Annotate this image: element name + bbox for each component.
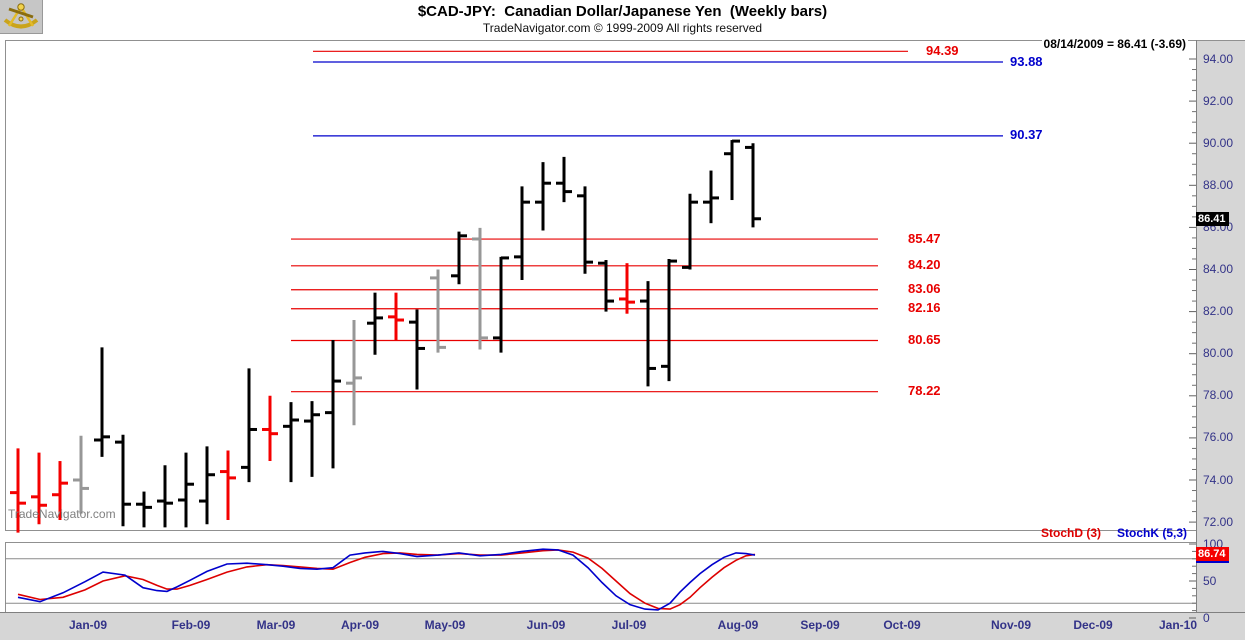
watermark: TradeNavigator.com bbox=[8, 507, 116, 521]
level-label: 78.22 bbox=[908, 383, 941, 399]
sextant-logo bbox=[0, 0, 43, 34]
stoch-tick-label: 50 bbox=[1203, 573, 1217, 588]
price-tick-label: 82.00 bbox=[1203, 304, 1234, 319]
level-label: 80.65 bbox=[908, 332, 941, 348]
price-tick-label: 72.00 bbox=[1203, 514, 1234, 529]
last-price-marker: 86.41 bbox=[1196, 211, 1229, 226]
month-label: Feb-09 bbox=[171, 618, 211, 632]
price-tick-label: 94.00 bbox=[1203, 51, 1234, 66]
price-axis-gutter bbox=[1196, 40, 1245, 612]
level-label: 94.39 bbox=[926, 42, 959, 58]
month-label: Apr-09 bbox=[340, 618, 379, 632]
level-label: 93.88 bbox=[1010, 53, 1043, 69]
legend-stochk: StochK (5,3) bbox=[1116, 526, 1187, 540]
month-label: Oct-09 bbox=[883, 618, 921, 632]
month-label: Jan-09 bbox=[68, 618, 108, 632]
price-tick-label: 84.00 bbox=[1203, 262, 1234, 276]
month-label: Aug-09 bbox=[717, 618, 759, 632]
level-label: 85.47 bbox=[908, 230, 941, 246]
stoch-value-marker: 86.74 bbox=[1196, 546, 1229, 563]
month-label: Nov-09 bbox=[990, 618, 1031, 632]
level-label: 90.37 bbox=[1010, 127, 1043, 143]
level-label: 84.20 bbox=[908, 257, 941, 273]
chart-title: $CAD-JPY: Canadian Dollar/Japanese Yen (… bbox=[417, 3, 828, 20]
time-axis-strip bbox=[0, 612, 1245, 640]
price-tick-label: 90.00 bbox=[1203, 135, 1234, 150]
level-label: 83.06 bbox=[908, 281, 941, 297]
chart-subtitle: TradeNavigator.com © 1999-2009 All right… bbox=[482, 21, 763, 35]
price-tick-label: 76.00 bbox=[1203, 430, 1234, 445]
price-tick-label: 80.00 bbox=[1203, 346, 1234, 361]
month-label: Sep-09 bbox=[800, 618, 840, 632]
month-label: Jan-10 bbox=[1158, 618, 1198, 632]
price-tick-label: 88.00 bbox=[1203, 177, 1234, 192]
month-label: Dec-09 bbox=[1073, 618, 1113, 632]
month-label: May-09 bbox=[424, 618, 466, 632]
price-tick-label: 78.00 bbox=[1203, 388, 1234, 403]
price-tick-label: 74.00 bbox=[1203, 472, 1234, 487]
stoch-tick-label: 0 bbox=[1203, 610, 1210, 625]
price-tick-label: 92.00 bbox=[1203, 93, 1234, 108]
stoch-legend: StochD (3) StochK (5,3) bbox=[1041, 526, 1187, 540]
month-label: Mar-09 bbox=[256, 618, 296, 632]
stochd-line bbox=[17, 549, 756, 610]
level-label: 82.16 bbox=[908, 300, 941, 316]
sextant-icon bbox=[3, 3, 39, 29]
legend-stochd: StochD (3) bbox=[1040, 526, 1101, 540]
last-quote-readout: 08/14/2009 = 86.41 (-3.69) bbox=[1041, 37, 1188, 51]
stochk-line bbox=[17, 548, 756, 611]
month-label: Jul-09 bbox=[611, 618, 647, 632]
month-label: Jun-09 bbox=[526, 618, 566, 632]
